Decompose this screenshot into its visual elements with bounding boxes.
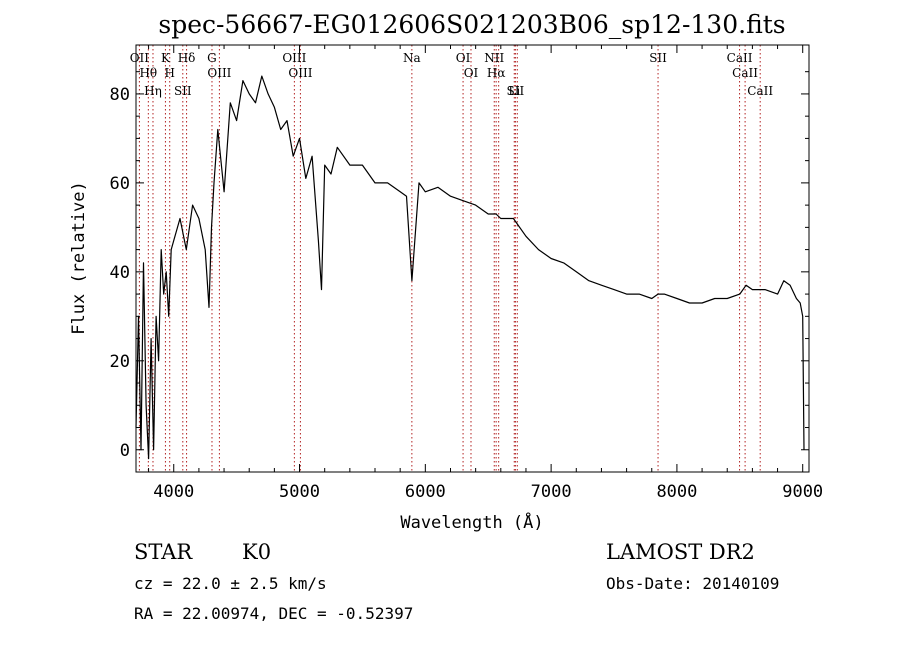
spectral-line-markers [138, 45, 761, 472]
object-subclass: K0 [242, 540, 271, 564]
line-label: NII [484, 51, 504, 65]
line-label: OIII [282, 51, 306, 65]
line-label: CaII [747, 84, 773, 98]
redshift-cz: cz = 22.0 ± 2.5 km/s [134, 574, 327, 593]
y-tick-label: 0 [120, 441, 130, 461]
line-label: OIII [207, 66, 231, 80]
line-label: K [161, 51, 171, 65]
line-label: CaII [727, 51, 753, 65]
line-label: OIII [288, 66, 312, 80]
line-label: OII [130, 51, 150, 65]
y-tick-label: 20 [110, 352, 130, 372]
x-axis-ticks: 4000 5000 6000 7000 8000 9000 [148, 45, 823, 502]
x-tick-label: 6000 [405, 482, 446, 502]
survey-name: LAMOST DR2 [606, 540, 755, 564]
line-label: CaII [732, 66, 758, 80]
plot-frame [135, 44, 810, 473]
observation-date: Obs-Date: 20140109 [606, 574, 779, 593]
x-tick-label: 4000 [153, 482, 194, 502]
line-label: H [164, 66, 174, 80]
line-label: Hδ [178, 51, 196, 65]
x-tick-label: 5000 [279, 482, 320, 502]
line-label: SII [507, 84, 525, 98]
line-label: OI [456, 51, 471, 65]
y-tick-label: 80 [110, 85, 130, 105]
y-tick-label: 60 [110, 174, 130, 194]
y-axis-title: Flux (relative) [69, 181, 89, 335]
line-label: Hη [144, 84, 162, 98]
line-label: G [207, 51, 217, 65]
line-label: Na [403, 51, 421, 65]
line-label: SII [649, 51, 667, 65]
line-label: Hα [487, 66, 506, 80]
line-label: OI [464, 66, 479, 80]
chart-title: spec-56667-EG012606S021203B06_sp12-130.f… [158, 10, 785, 39]
y-axis-ticks: 0 20 40 60 80 [110, 71, 809, 461]
x-tick-label: 9000 [782, 482, 823, 502]
x-tick-label: 8000 [656, 482, 697, 502]
line-label: Hθ [139, 66, 157, 80]
x-tick-label: 7000 [531, 482, 572, 502]
line-label: Li [508, 84, 520, 98]
x-axis-title: Wavelength (Å) [400, 511, 543, 533]
object-class: STAR [134, 540, 193, 564]
ra-dec-coordinates: RA = 22.00974, DEC = -0.52397 [134, 604, 413, 623]
y-tick-label: 40 [110, 263, 130, 283]
spectrum-series-line [135, 75, 805, 460]
line-label: SII [174, 84, 192, 98]
